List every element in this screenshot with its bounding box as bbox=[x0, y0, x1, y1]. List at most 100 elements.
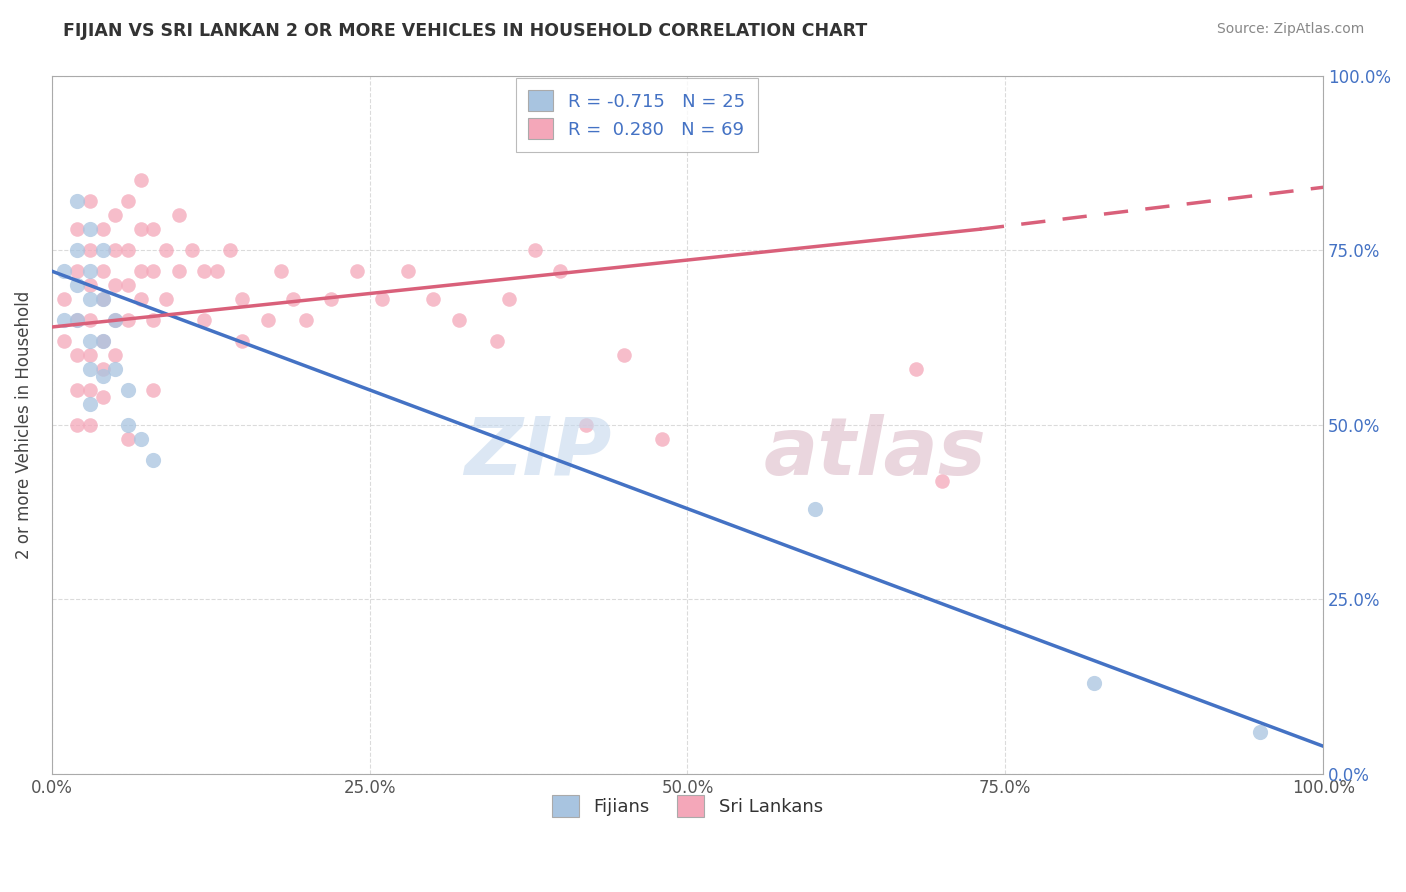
Point bbox=[79, 264, 101, 278]
Point bbox=[651, 432, 673, 446]
Point bbox=[79, 194, 101, 209]
Point bbox=[193, 264, 215, 278]
Point bbox=[1083, 676, 1105, 690]
Point bbox=[117, 313, 139, 327]
Point bbox=[193, 313, 215, 327]
Point bbox=[53, 313, 76, 327]
Point bbox=[142, 222, 165, 236]
Point bbox=[79, 292, 101, 306]
Point bbox=[129, 173, 152, 187]
Point bbox=[295, 313, 318, 327]
Point bbox=[104, 208, 127, 222]
Point bbox=[91, 334, 114, 348]
Point bbox=[79, 313, 101, 327]
Point bbox=[91, 390, 114, 404]
Point bbox=[53, 264, 76, 278]
Point bbox=[142, 383, 165, 397]
Point bbox=[104, 278, 127, 293]
Text: ZIP: ZIP bbox=[464, 414, 612, 491]
Point bbox=[447, 313, 470, 327]
Legend: Fijians, Sri Lankans: Fijians, Sri Lankans bbox=[546, 788, 830, 824]
Point bbox=[104, 348, 127, 362]
Point bbox=[91, 222, 114, 236]
Point bbox=[117, 383, 139, 397]
Point bbox=[485, 334, 508, 348]
Point bbox=[129, 432, 152, 446]
Text: Source: ZipAtlas.com: Source: ZipAtlas.com bbox=[1216, 22, 1364, 37]
Point bbox=[498, 292, 520, 306]
Point bbox=[129, 264, 152, 278]
Point bbox=[79, 383, 101, 397]
Point bbox=[66, 194, 89, 209]
Point bbox=[613, 348, 636, 362]
Point bbox=[66, 313, 89, 327]
Point bbox=[167, 264, 190, 278]
Point bbox=[931, 474, 953, 488]
Point bbox=[422, 292, 444, 306]
Point bbox=[803, 501, 825, 516]
Point bbox=[180, 243, 202, 257]
Point bbox=[91, 243, 114, 257]
Point bbox=[79, 334, 101, 348]
Point bbox=[205, 264, 228, 278]
Point bbox=[66, 222, 89, 236]
Point bbox=[91, 362, 114, 376]
Point bbox=[346, 264, 368, 278]
Point bbox=[155, 243, 177, 257]
Point bbox=[270, 264, 292, 278]
Point bbox=[66, 243, 89, 257]
Point bbox=[104, 313, 127, 327]
Point bbox=[117, 194, 139, 209]
Point bbox=[550, 264, 572, 278]
Point bbox=[1249, 725, 1271, 739]
Point bbox=[91, 292, 114, 306]
Point bbox=[91, 368, 114, 383]
Point bbox=[371, 292, 394, 306]
Point bbox=[53, 334, 76, 348]
Point bbox=[117, 432, 139, 446]
Point bbox=[79, 243, 101, 257]
Point bbox=[231, 334, 253, 348]
Point bbox=[218, 243, 240, 257]
Point bbox=[66, 313, 89, 327]
Point bbox=[79, 362, 101, 376]
Point bbox=[79, 348, 101, 362]
Point bbox=[396, 264, 419, 278]
Point bbox=[129, 222, 152, 236]
Point bbox=[66, 278, 89, 293]
Point bbox=[523, 243, 546, 257]
Point bbox=[91, 292, 114, 306]
Point bbox=[575, 417, 598, 432]
Text: FIJIAN VS SRI LANKAN 2 OR MORE VEHICLES IN HOUSEHOLD CORRELATION CHART: FIJIAN VS SRI LANKAN 2 OR MORE VEHICLES … bbox=[63, 22, 868, 40]
Point bbox=[321, 292, 343, 306]
Point bbox=[104, 313, 127, 327]
Point bbox=[104, 362, 127, 376]
Point bbox=[257, 313, 280, 327]
Point bbox=[66, 417, 89, 432]
Point bbox=[905, 362, 928, 376]
Point bbox=[79, 397, 101, 411]
Point bbox=[104, 243, 127, 257]
Point bbox=[283, 292, 305, 306]
Point bbox=[142, 313, 165, 327]
Point bbox=[91, 264, 114, 278]
Point bbox=[231, 292, 253, 306]
Y-axis label: 2 or more Vehicles in Household: 2 or more Vehicles in Household bbox=[15, 291, 32, 559]
Point bbox=[79, 417, 101, 432]
Point bbox=[129, 292, 152, 306]
Point bbox=[79, 278, 101, 293]
Point bbox=[142, 452, 165, 467]
Point bbox=[117, 417, 139, 432]
Point bbox=[53, 292, 76, 306]
Text: atlas: atlas bbox=[763, 414, 987, 491]
Point bbox=[155, 292, 177, 306]
Point bbox=[91, 334, 114, 348]
Point bbox=[66, 264, 89, 278]
Point bbox=[117, 278, 139, 293]
Point bbox=[66, 348, 89, 362]
Point bbox=[167, 208, 190, 222]
Point bbox=[117, 243, 139, 257]
Point bbox=[79, 222, 101, 236]
Point bbox=[66, 383, 89, 397]
Point bbox=[142, 264, 165, 278]
